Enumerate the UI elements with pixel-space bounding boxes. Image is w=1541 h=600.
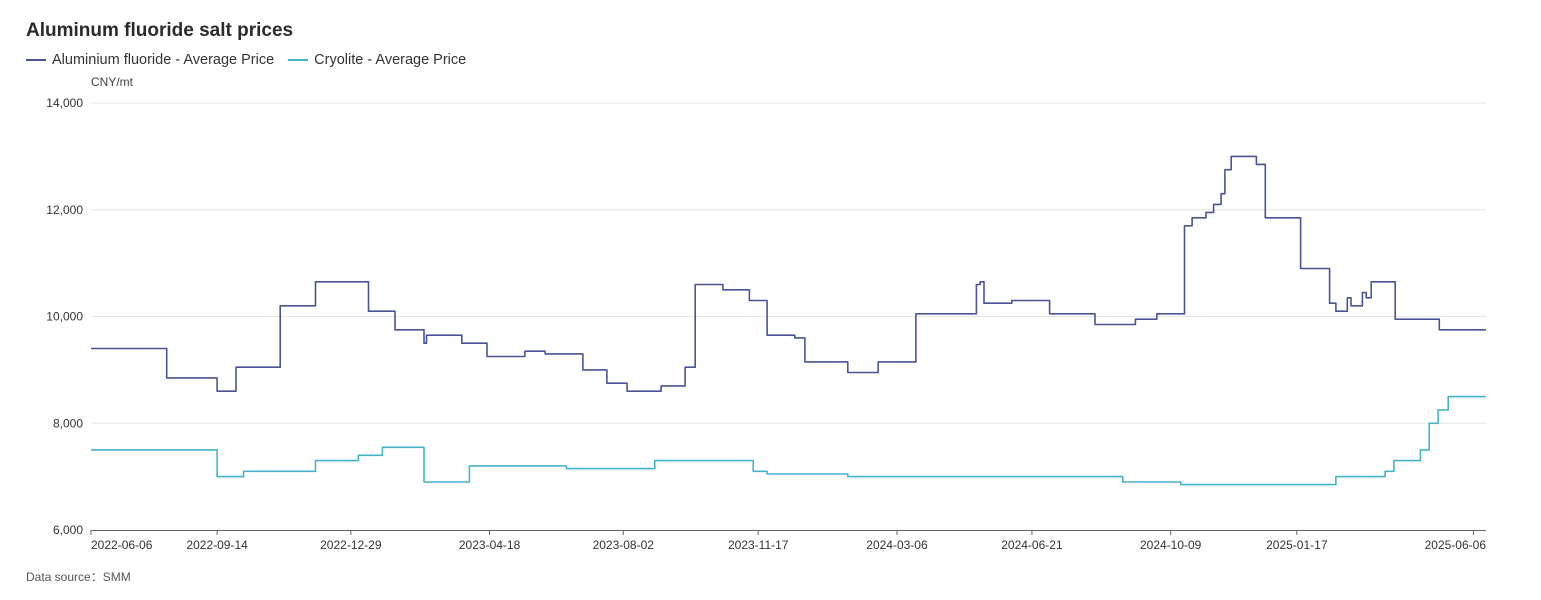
y-tick-label: 6,000 (53, 523, 83, 537)
y-tick-label: 10,000 (46, 310, 83, 324)
x-tick-label: 2022-12-29 (320, 538, 382, 552)
series-line-cryolite (91, 395, 1486, 486)
x-tick-label: 2023-11-17 (728, 538, 789, 552)
x-tick-label: 2025-01-17 (1266, 538, 1328, 552)
x-tick-label: 2024-10-09 (1140, 538, 1202, 552)
x-tick-label: 2025-06-06 (1425, 538, 1487, 552)
x-tick-label: 2024-03-06 (866, 538, 928, 552)
y-tick-label: 8,000 (53, 416, 83, 430)
x-tick-label: 2022-09-14 (186, 538, 248, 552)
series-line-aluminium-fluoride (91, 155, 1486, 392)
legend-swatch-aluminium-fluoride (26, 59, 46, 61)
x-tick-label: 2023-08-02 (593, 538, 655, 552)
x-tick-label: 2024-06-21 (1001, 538, 1063, 552)
chart-legend: Aluminium fluoride - Average Price Cryol… (26, 52, 466, 68)
legend-item-aluminium-fluoride[interactable]: Aluminium fluoride - Average Price (26, 52, 274, 68)
y-axis-unit: CNY/mt (91, 75, 133, 89)
x-tick-label: 2022-06-06 (91, 538, 153, 552)
legend-swatch-cryolite (288, 59, 309, 61)
legend-label-aluminium-fluoride: Aluminium fluoride - Average Price (52, 52, 275, 68)
x-tick-label: 2023-04-18 (459, 538, 521, 552)
legend-item-cryolite[interactable]: Cryolite - Average Price (288, 52, 466, 68)
legend-label-cryolite: Cryolite - Average Price (314, 52, 467, 68)
data-source: Data source：SMM (26, 570, 131, 584)
y-tick-label: 14,000 (46, 96, 83, 110)
chart-title: Aluminum fluoride salt prices (26, 20, 294, 41)
y-tick-label: 12,000 (46, 203, 83, 217)
